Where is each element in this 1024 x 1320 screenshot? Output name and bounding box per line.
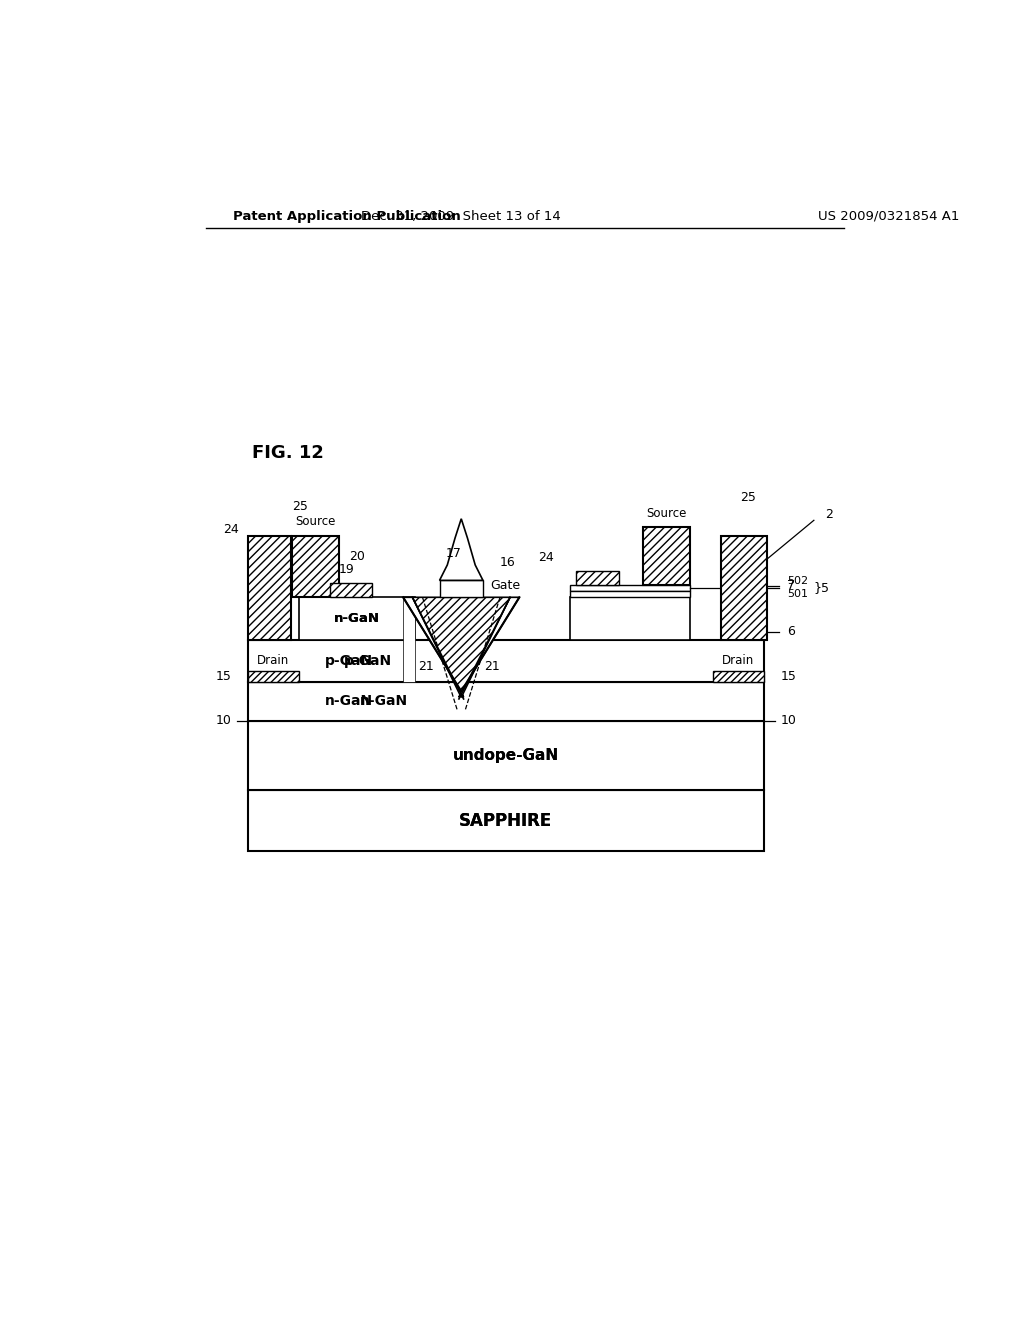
Text: FIG. 12: FIG. 12 [252,444,324,462]
Text: 16: 16 [500,556,516,569]
Text: 10: 10 [780,714,797,727]
Bar [292,536,339,598]
Text: 20: 20 [349,550,365,564]
Bar [721,536,767,640]
Text: Dec. 31, 2009  Sheet 13 of 14: Dec. 31, 2009 Sheet 13 of 14 [361,210,561,223]
Text: 15: 15 [215,671,231,684]
Text: 25: 25 [292,500,308,513]
Text: 15: 15 [780,671,797,684]
Text: }5: }5 [814,581,829,594]
Text: n-GaN: n-GaN [334,612,380,624]
Bar [569,597,690,640]
Bar [439,581,483,598]
Text: Drain: Drain [257,653,290,667]
Bar [248,721,764,789]
Bar [248,640,764,682]
Text: Patent Application Publication: Patent Application Publication [232,210,461,223]
Text: 25: 25 [740,491,756,504]
Polygon shape [403,598,415,682]
Bar [643,527,690,585]
Text: 24: 24 [223,523,239,536]
Text: n-GaN: n-GaN [359,694,408,709]
Text: Drain: Drain [722,653,755,667]
Text: Source: Source [295,515,336,528]
Text: n-GaN: n-GaN [325,694,373,709]
Text: SAPPHIRE: SAPPHIRE [459,812,552,829]
Text: 502: 502 [786,576,808,586]
Text: 501: 501 [786,589,808,599]
Text: Source: Source [646,507,687,520]
Text: 17: 17 [445,546,462,560]
Text: 21: 21 [484,660,500,673]
Bar [248,536,291,640]
Text: 21: 21 [419,660,434,673]
Bar [299,597,415,640]
Text: SAPPHIRE: SAPPHIRE [459,812,552,829]
Text: undope-GaN: undope-GaN [453,747,559,763]
Bar [569,591,690,598]
Bar [569,585,690,591]
Polygon shape [439,519,483,581]
Bar [575,572,618,585]
Bar [248,682,764,721]
Text: p-GaN: p-GaN [344,653,392,668]
Text: US 2009/0321854 A1: US 2009/0321854 A1 [818,210,959,223]
Polygon shape [413,598,510,697]
Polygon shape [459,598,519,697]
Text: 6: 6 [786,626,795,639]
Text: p-GaN: p-GaN [325,653,373,668]
Text: 24: 24 [539,550,554,564]
Text: Gate: Gate [490,579,521,593]
Text: undope-GaN: undope-GaN [453,747,559,763]
Text: 2: 2 [825,508,834,520]
Text: n-GaN: n-GaN [334,612,380,624]
Text: 7: 7 [786,579,795,593]
Text: 10: 10 [215,714,231,727]
Bar [248,789,764,851]
Text: 19: 19 [339,564,354,576]
Polygon shape [403,598,464,697]
Bar [330,583,372,598]
Bar [248,671,299,682]
Bar [713,671,764,682]
